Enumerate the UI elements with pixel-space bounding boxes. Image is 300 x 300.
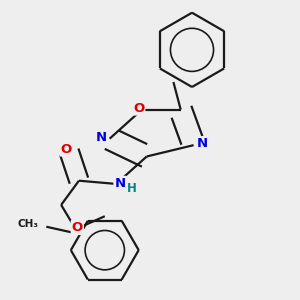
Text: N: N (197, 137, 208, 150)
Text: N: N (114, 177, 125, 190)
Text: N: N (96, 130, 107, 144)
Text: CH₃: CH₃ (17, 219, 38, 229)
Text: O: O (60, 142, 72, 155)
Text: O: O (72, 221, 83, 234)
Text: H: H (127, 182, 137, 195)
Text: O: O (133, 101, 144, 115)
